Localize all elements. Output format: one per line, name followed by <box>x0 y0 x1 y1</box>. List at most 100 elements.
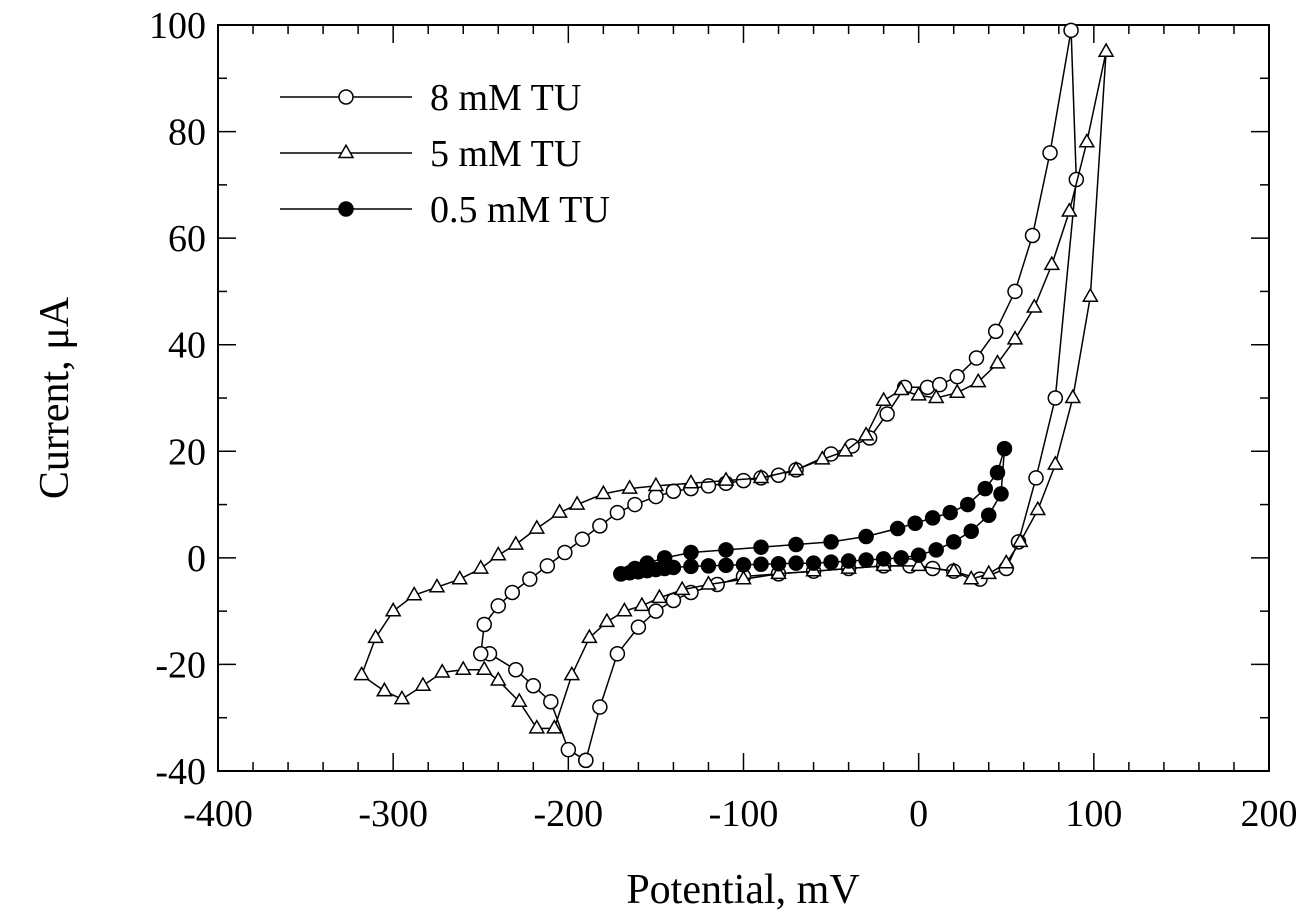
data-point <box>788 536 804 553</box>
data-point <box>1028 470 1044 486</box>
data-point <box>489 545 507 561</box>
data-point <box>910 547 927 563</box>
data-point <box>581 628 598 644</box>
data-point <box>893 550 909 566</box>
data-point <box>823 534 839 550</box>
y-tick-label: 0 <box>187 538 206 580</box>
y-tick-label: 40 <box>168 325 206 367</box>
x-tick-label: -300 <box>358 793 428 835</box>
data-point <box>959 496 976 513</box>
data-point <box>788 555 804 571</box>
data-point <box>673 580 691 596</box>
data-point <box>454 660 472 676</box>
data-point <box>977 480 993 497</box>
data-point <box>717 471 735 486</box>
data-point <box>1047 455 1064 470</box>
data-point <box>718 557 734 574</box>
data-point <box>989 354 1006 369</box>
data-point <box>1061 202 1078 217</box>
series-3 <box>613 440 1013 582</box>
data-point <box>875 551 892 567</box>
data-point <box>616 601 633 617</box>
data-point <box>928 542 944 558</box>
data-point <box>858 552 874 568</box>
x-tick-label: 100 <box>1065 793 1122 835</box>
legend-marker <box>337 143 355 159</box>
data-point <box>735 472 752 489</box>
data-point <box>858 528 874 545</box>
y-tick-label: 60 <box>168 218 206 260</box>
data-point <box>665 559 682 576</box>
data-point <box>393 689 411 705</box>
data-point <box>627 496 643 513</box>
data-point <box>560 741 577 758</box>
axis-tick-labels: -400 -300 -200 -100 0 100 200-40-2002040608010… <box>149 5 1298 835</box>
data-point <box>592 518 608 534</box>
x-tick-label: 0 <box>909 793 928 835</box>
data-point <box>836 442 854 457</box>
data-point <box>578 752 594 769</box>
data-point <box>630 619 647 635</box>
data-point <box>945 561 962 577</box>
data-point <box>814 450 831 465</box>
data-point <box>633 596 651 612</box>
x-tick-label: -400 <box>183 793 253 835</box>
data-point <box>735 569 752 585</box>
data-point <box>945 534 962 550</box>
data-point <box>857 426 875 441</box>
data-point <box>546 719 563 734</box>
data-point <box>931 376 948 393</box>
data-point <box>942 504 958 521</box>
data-point <box>574 531 591 547</box>
data-point <box>621 479 638 494</box>
data-point <box>1024 227 1041 244</box>
data-point <box>510 692 528 708</box>
y-tick-label: -40 <box>155 751 206 793</box>
data-point <box>968 350 985 366</box>
y-tick-label: 80 <box>168 112 206 154</box>
data-point <box>613 566 629 582</box>
data-point <box>543 693 559 710</box>
data-point <box>718 542 734 558</box>
legend-label: 5 mM TU <box>430 133 581 175</box>
data-point <box>476 616 493 633</box>
data-point <box>910 386 927 401</box>
data-point <box>563 665 581 681</box>
data-point <box>1029 500 1047 516</box>
y-axis-title: Current, μA <box>32 296 78 499</box>
x-axis-title: Potential, mV <box>626 867 859 913</box>
data-point <box>770 555 787 572</box>
data-point <box>805 555 822 571</box>
data-point <box>948 383 966 398</box>
data-point <box>980 507 997 523</box>
data-point <box>1064 388 1082 404</box>
data-point <box>889 520 906 537</box>
data-point <box>980 564 998 580</box>
data-point <box>1007 283 1023 300</box>
data-point <box>683 544 699 561</box>
x-tick-label: -200 <box>534 793 604 835</box>
data-point <box>433 663 451 678</box>
data-point <box>473 646 489 662</box>
data-point <box>568 495 586 510</box>
data-point <box>1063 22 1079 39</box>
data-point <box>353 665 370 681</box>
data-point <box>993 486 1009 502</box>
y-tick-label: 100 <box>149 5 206 47</box>
data-point <box>648 488 664 505</box>
data-point <box>700 558 717 574</box>
data-point <box>665 483 682 499</box>
data-point <box>787 460 805 476</box>
data-point <box>879 406 895 422</box>
data-point <box>753 556 769 573</box>
data-point <box>648 603 664 619</box>
data-point <box>1011 532 1029 548</box>
data-point <box>969 372 987 388</box>
data-point <box>551 503 568 518</box>
data-point <box>753 539 769 555</box>
data-point <box>528 519 546 534</box>
data-point <box>907 515 923 531</box>
data-point <box>752 468 770 484</box>
data-point <box>1097 42 1115 57</box>
data-point <box>997 553 1015 569</box>
